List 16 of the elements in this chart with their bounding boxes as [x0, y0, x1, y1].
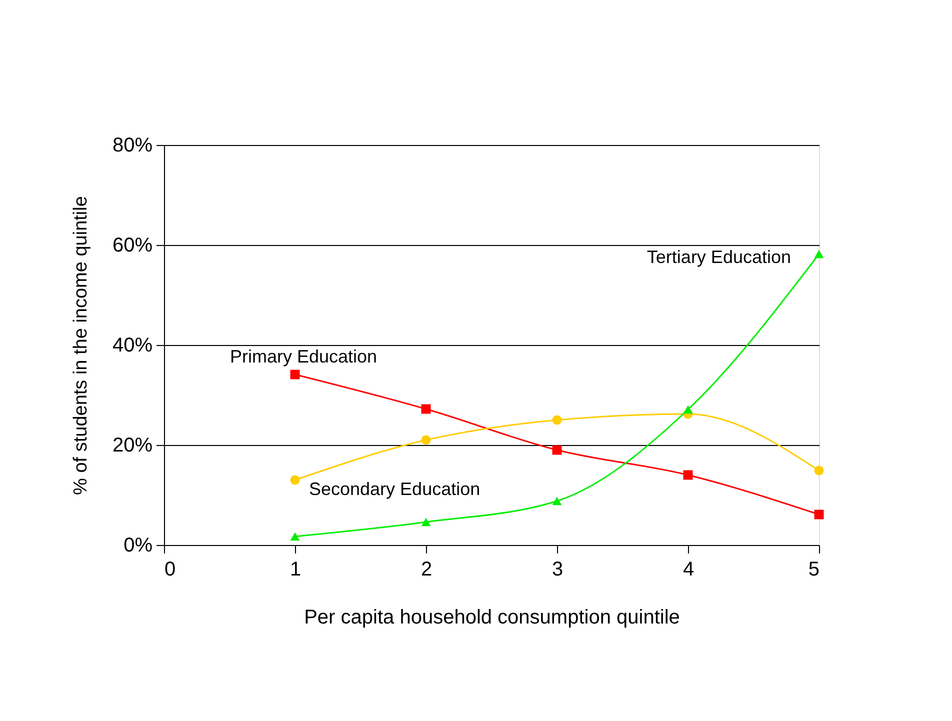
- x-tick-label: 1: [290, 558, 302, 580]
- x-tick-label: 3: [552, 558, 564, 580]
- x-tick-label: 2: [420, 558, 432, 580]
- x-tick-label: 5: [808, 558, 820, 580]
- y-tick-label: 80%: [112, 134, 153, 156]
- x-tick-label: 4: [682, 558, 694, 580]
- series-label: Primary Education: [230, 346, 378, 366]
- y-tick-label: 20%: [112, 434, 153, 456]
- x-tick-label: 0: [164, 558, 176, 580]
- y-axis-title: % of students in the income quintile: [70, 196, 92, 495]
- x-axis-title: Per capita household consumption quintile: [304, 606, 680, 628]
- y-tick-label: 60%: [112, 234, 153, 256]
- series-label: Tertiary Education: [646, 247, 791, 267]
- series-label: Secondary Education: [309, 479, 480, 499]
- y-tick-label: 40%: [112, 334, 153, 356]
- y-tick-label: 0%: [124, 534, 153, 556]
